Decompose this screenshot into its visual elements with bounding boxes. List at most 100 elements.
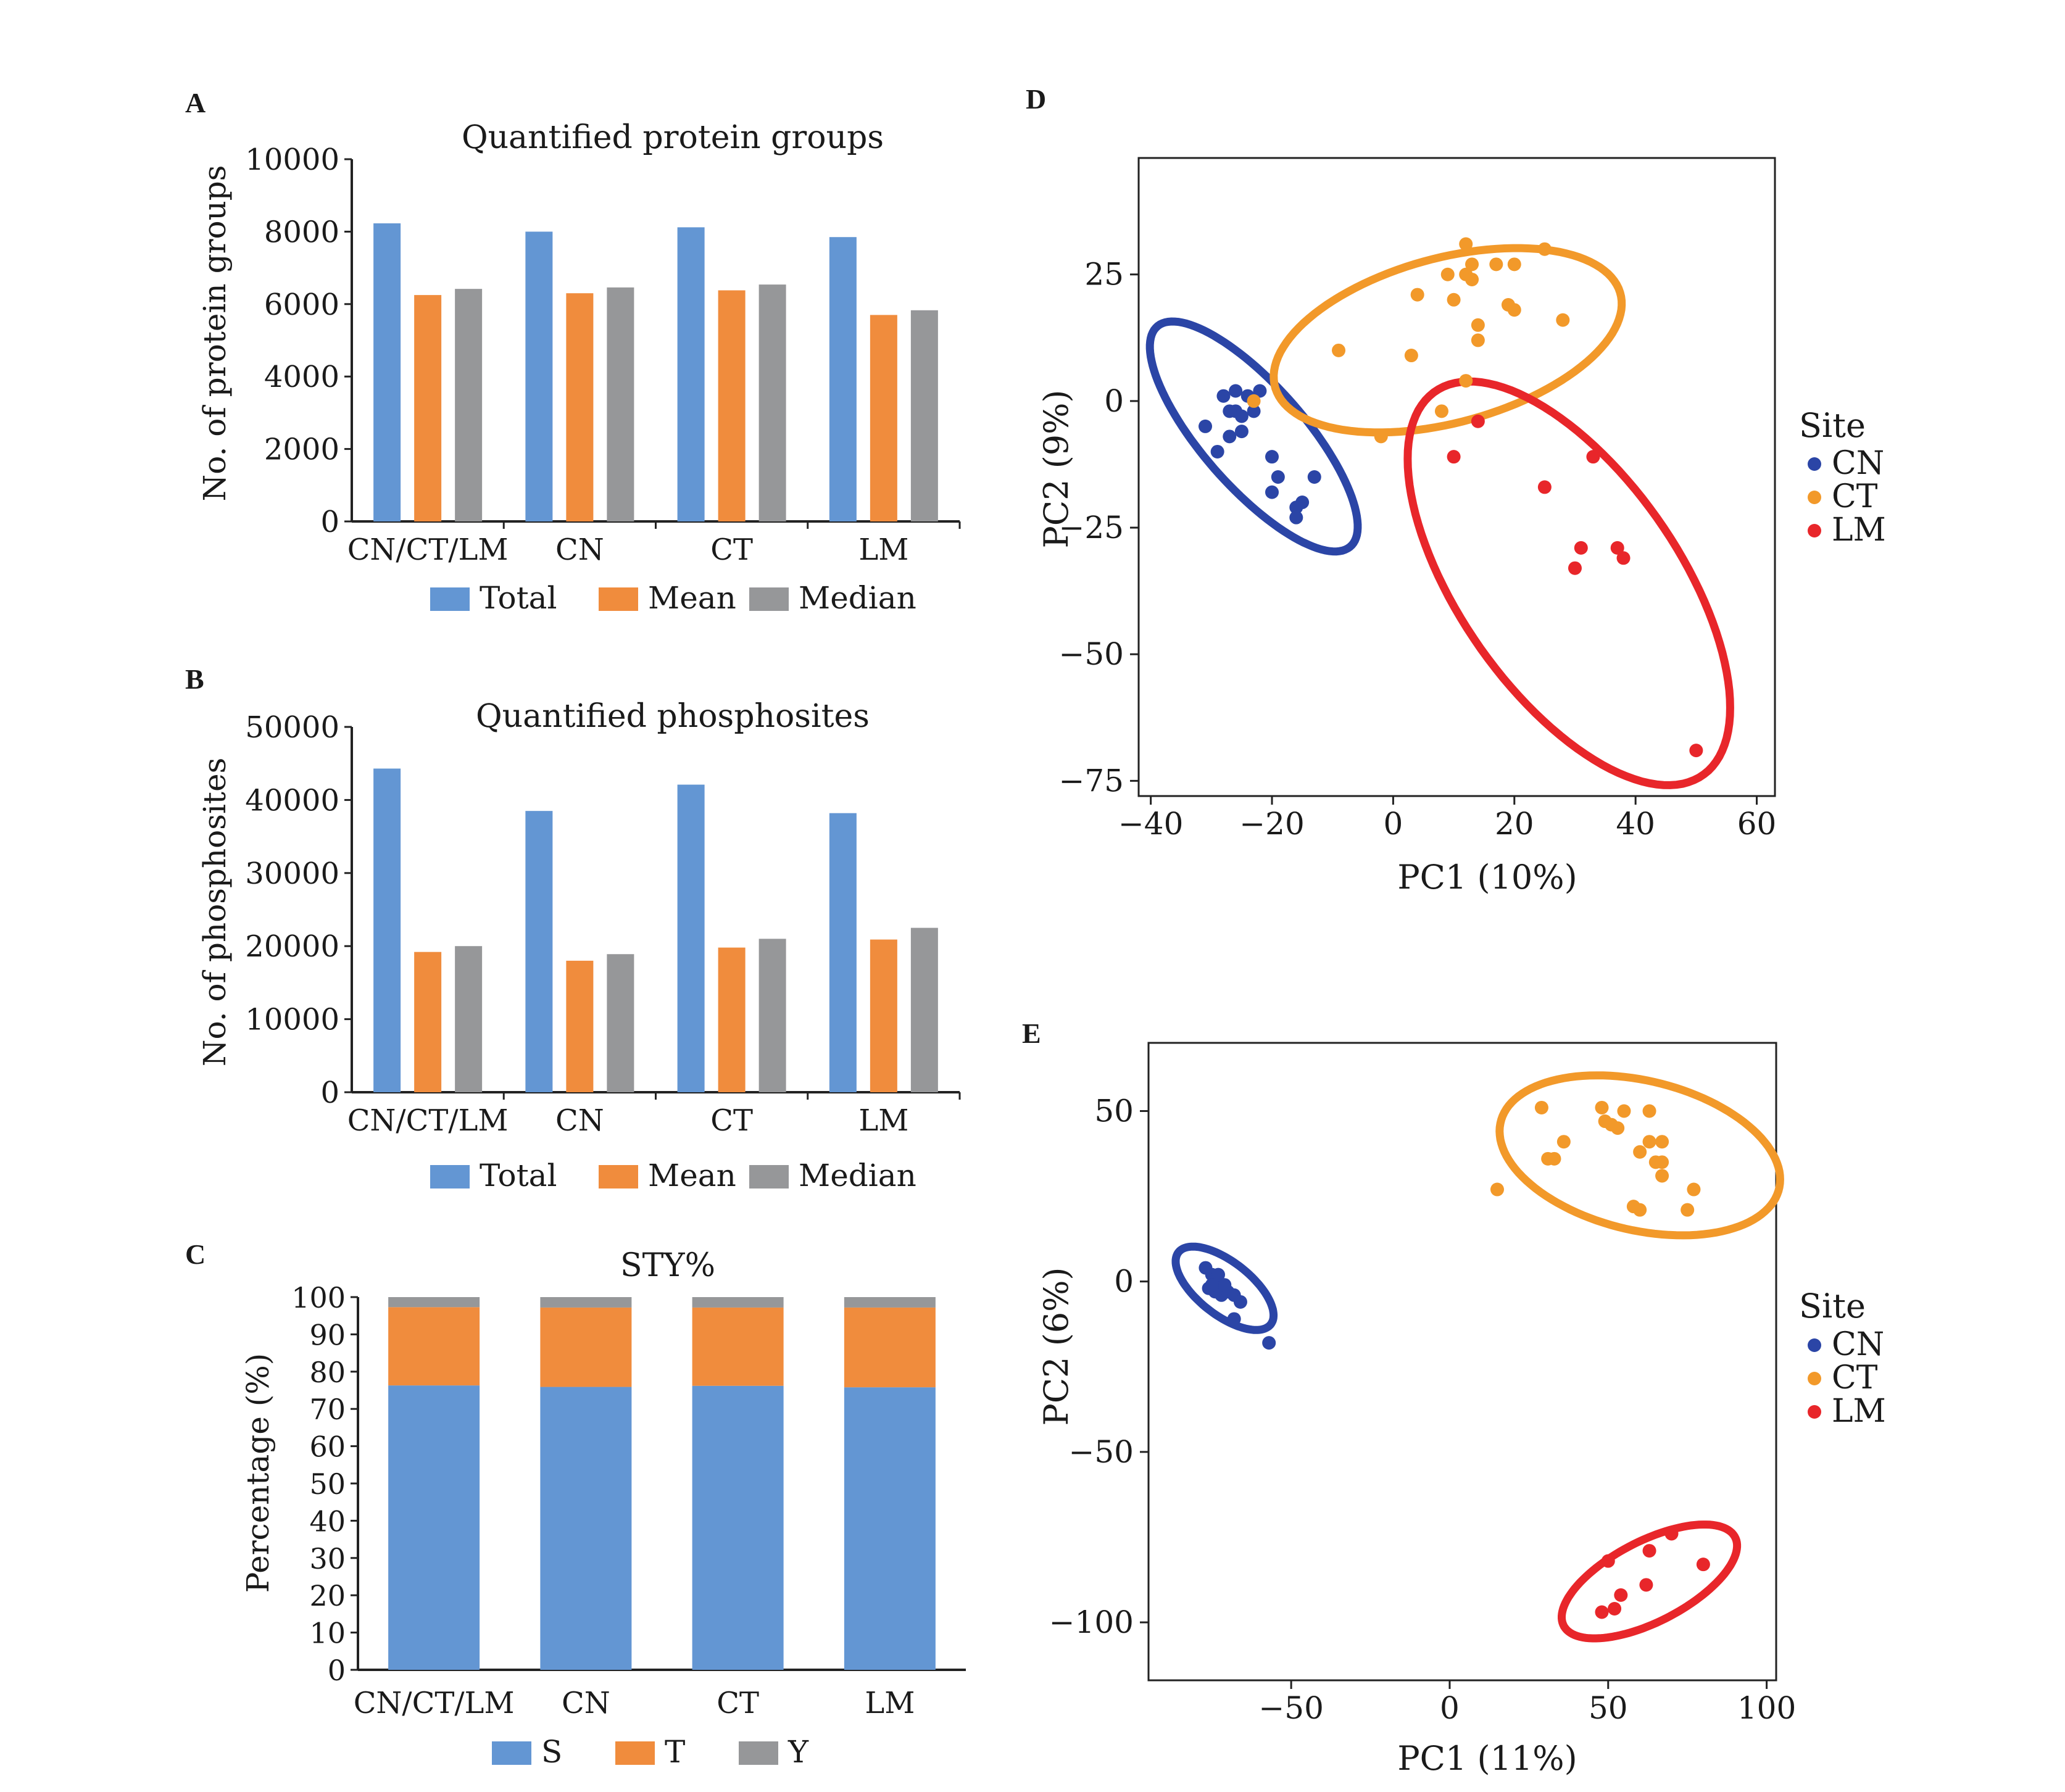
point-d-lm <box>1586 450 1600 464</box>
bar-c-y <box>540 1297 632 1308</box>
point-d-cn <box>1289 500 1303 515</box>
bar-b-mean <box>870 939 897 1092</box>
y-tick-label-e: −100 <box>1049 1604 1134 1640</box>
plot-frame-d <box>1137 157 1776 797</box>
legend-label-a-median: Median <box>799 580 916 616</box>
y-tick-label-e: 0 <box>1114 1264 1134 1300</box>
bar-a-mean <box>566 293 594 521</box>
bar-a-median <box>607 287 634 521</box>
point-e-ct <box>1556 1135 1571 1149</box>
bar-b-mean <box>566 960 594 1092</box>
point-d-ct <box>1489 257 1503 272</box>
point-d-cn <box>1307 470 1321 484</box>
y-tick-label-b: 10000 <box>245 1003 339 1037</box>
legend-label-e-ct: CT <box>1832 1359 1878 1396</box>
y-tick-label-d: −50 <box>1058 636 1124 672</box>
point-d-ct <box>1440 267 1455 281</box>
x-tick-label-a: CT <box>710 533 753 567</box>
y-axis-label-b: No. of phosphosites <box>197 758 233 1067</box>
legend-label-b-total: Total <box>480 1158 557 1193</box>
point-e-ct <box>1490 1182 1504 1197</box>
point-d-ct <box>1465 272 1479 286</box>
bar-b-total <box>829 813 857 1092</box>
point-e-lm <box>1595 1605 1609 1619</box>
y-tick-label-a: 10000 <box>245 143 339 177</box>
point-e-cn <box>1262 1336 1276 1350</box>
point-d-ct <box>1459 374 1473 388</box>
legend-dot-e-ct <box>1808 1372 1821 1385</box>
confidence-ellipse-e-lm <box>1558 1520 1742 1643</box>
point-d-ct <box>1556 313 1570 327</box>
point-e-ct <box>1595 1100 1609 1114</box>
point-e-ct <box>1633 1203 1647 1217</box>
point-e-lm <box>1696 1558 1710 1572</box>
bar-b-median <box>455 946 483 1092</box>
point-e-lm <box>1639 1578 1653 1592</box>
point-d-cn <box>1234 425 1249 439</box>
y-axis-label-e: PC2 (6%) <box>1037 1267 1076 1426</box>
x-tick-label-a: LM <box>858 533 908 567</box>
panel-letter-e: E <box>1022 1018 1041 1049</box>
confidence-ellipse-d-cn <box>1145 317 1362 556</box>
y-tick-label-b: 20000 <box>245 929 339 964</box>
y-tick-label-c: 60 <box>309 1430 346 1464</box>
point-d-lm <box>1568 561 1582 575</box>
confidence-ellipse-d-lm <box>1403 377 1734 789</box>
x-axis-label-d: PC1 (10%) <box>1397 858 1577 897</box>
chart-title-a: Quantified protein groups <box>462 119 884 156</box>
bar-c-t <box>692 1307 784 1386</box>
legend-label-b-mean: Mean <box>648 1158 736 1193</box>
bar-c-t <box>844 1307 936 1388</box>
panel-b: B Quantified phosphosites No. of phospho… <box>185 663 961 1193</box>
legend-label-d-ct: CT <box>1832 478 1878 515</box>
confidence-ellipse-e-ct <box>1495 1071 1784 1240</box>
x-tick-label-e: 100 <box>1737 1690 1796 1726</box>
legend-label-a-mean: Mean <box>648 580 736 616</box>
x-tick-label-e: 0 <box>1440 1690 1460 1726</box>
point-d-ct <box>1374 429 1388 444</box>
legend-title-d: Site <box>1799 406 1866 445</box>
point-d-lm <box>1537 480 1552 494</box>
x-tick-label-c: CN/CT/LM <box>354 1686 515 1720</box>
bar-b-mean <box>414 952 442 1092</box>
y-tick-label-a: 2000 <box>264 433 339 467</box>
point-e-cn <box>1205 1278 1219 1292</box>
panel-a: A Quantified protein groups No. of prote… <box>185 87 961 616</box>
legend-label-c-s: S <box>541 1734 562 1770</box>
point-e-ct <box>1534 1100 1548 1114</box>
x-tick-label-b: LM <box>858 1103 908 1138</box>
y-tick-label-c: 0 <box>328 1654 346 1687</box>
y-axis-label-d: PC2 (9%) <box>1037 390 1076 549</box>
panel-letter-a: A <box>185 87 206 118</box>
panel-letter-b: B <box>185 663 204 695</box>
x-tick-label-c: CN <box>562 1686 610 1720</box>
point-d-ct <box>1332 343 1346 357</box>
y-tick-label-b: 40000 <box>245 783 339 818</box>
point-e-cn <box>1211 1267 1225 1282</box>
point-d-ct <box>1410 288 1424 302</box>
y-tick-label-e: 50 <box>1094 1093 1134 1129</box>
bar-c-y <box>388 1297 480 1308</box>
bar-c-t <box>388 1307 480 1386</box>
x-axis-label-e: PC1 (11%) <box>1397 1739 1577 1778</box>
bar-b-total <box>373 768 401 1092</box>
y-tick-label-a: 6000 <box>264 288 339 322</box>
legend-swatch-c-y <box>739 1741 778 1765</box>
chart-title-b: Quantified phosphosites <box>476 698 870 735</box>
legend-label-b-median: Median <box>799 1158 916 1193</box>
point-d-cn <box>1223 429 1237 444</box>
bar-a-median <box>455 289 483 521</box>
x-tick-label-d: 0 <box>1383 806 1403 842</box>
legend-label-c-y: Y <box>787 1734 809 1770</box>
legend-label-e-lm: LM <box>1832 1393 1886 1430</box>
bar-c-y <box>844 1297 936 1308</box>
panel-e: E PC1 (11%) PC2 (6%) −50 0 50 100 50 0 −50 −100… <box>1022 1018 1886 1778</box>
legend-swatch-b-total <box>430 1165 470 1188</box>
x-tick-label-d: −40 <box>1118 806 1184 842</box>
confidence-ellipse-d-ct <box>1269 244 1626 437</box>
bar-c-s <box>844 1387 936 1670</box>
point-d-ct <box>1434 404 1448 418</box>
point-d-lm <box>1689 744 1703 758</box>
point-d-cn <box>1234 409 1249 423</box>
